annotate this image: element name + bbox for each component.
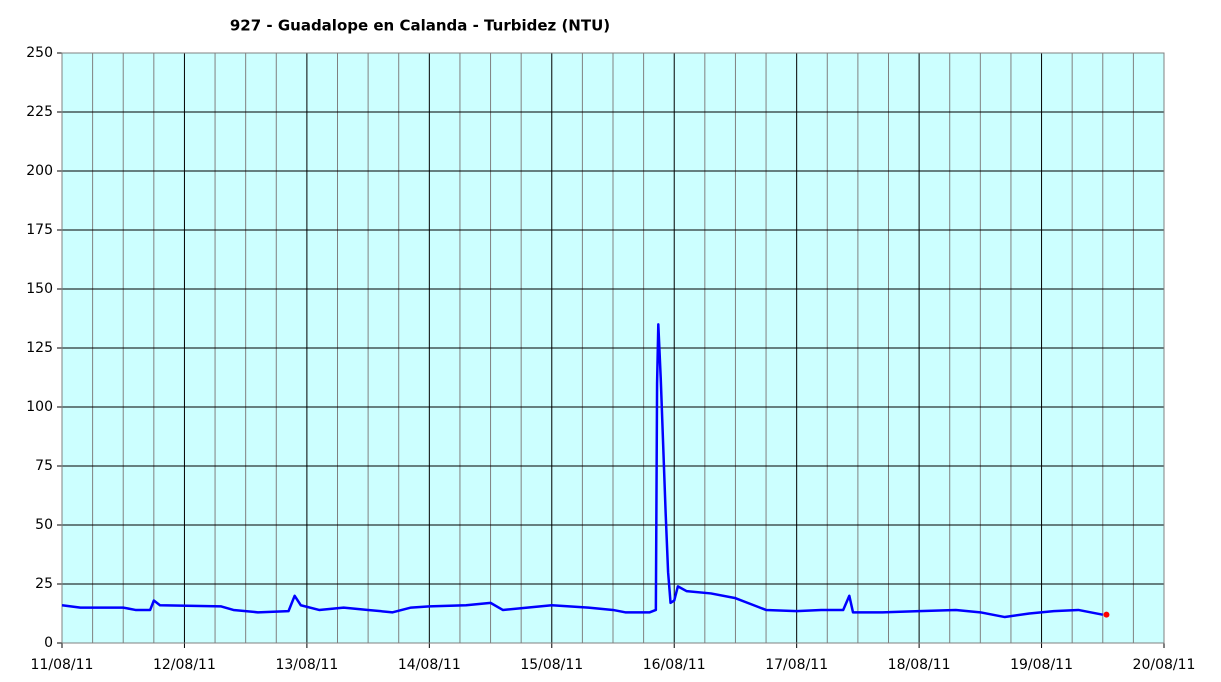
x-tick-label: 17/08/11 <box>765 657 828 673</box>
x-tick-label: 15/08/11 <box>520 657 583 673</box>
y-tick-label: 25 <box>35 576 53 592</box>
plot-border <box>61 52 1165 644</box>
chart-title: 927 - Guadalope en Calanda - Turbidez (N… <box>230 17 610 35</box>
x-tick-label: 12/08/11 <box>153 657 216 673</box>
y-tick-label: 225 <box>26 104 53 120</box>
y-tick-label: 175 <box>26 222 53 238</box>
y-tick-label: 50 <box>35 517 53 533</box>
x-tick-label: 13/08/11 <box>275 657 338 673</box>
y-tick-label: 0 <box>44 635 53 651</box>
y-tick-label: 75 <box>35 458 53 474</box>
data-point <box>1103 611 1110 618</box>
y-tick-label: 250 <box>26 45 53 61</box>
x-tick-label: 16/08/11 <box>643 657 706 673</box>
y-tick-label: 100 <box>26 399 53 415</box>
x-tick-label: 11/08/11 <box>31 657 94 673</box>
data-line <box>61 323 1104 619</box>
x-tick-label: 20/08/11 <box>1133 657 1196 673</box>
x-tick-label: 18/08/11 <box>888 657 951 673</box>
y-tick-label: 200 <box>26 163 53 179</box>
x-tick-label: 14/08/11 <box>398 657 461 673</box>
x-tick-label: 19/08/11 <box>1010 657 1073 673</box>
y-tick-label: 150 <box>26 281 53 297</box>
y-tick-label: 125 <box>26 340 53 356</box>
